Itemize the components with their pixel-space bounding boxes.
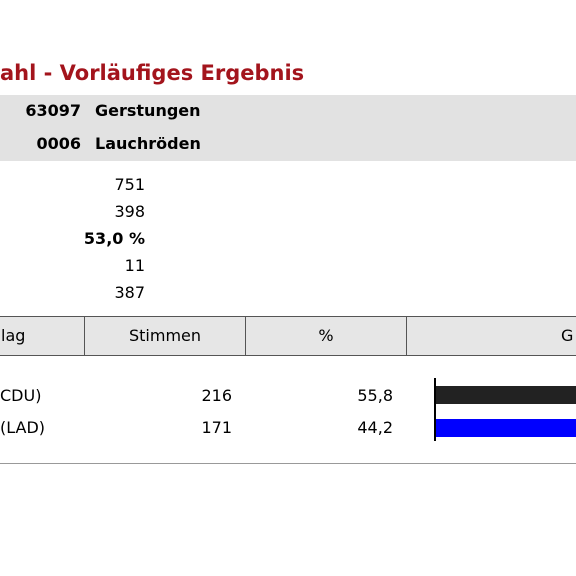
percent: 55,8 — [357, 386, 393, 405]
party-name: (LAD) — [0, 418, 46, 437]
stat: 53,0 % — [83, 229, 145, 248]
table-header: Stimmen — [84, 316, 246, 356]
vote-bar — [436, 386, 576, 404]
location-code: 63097 — [25, 101, 81, 120]
table-bottom-line — [0, 463, 576, 464]
location-code: 0006 — [36, 134, 81, 153]
votes: 216 — [201, 386, 232, 405]
bar-axis — [434, 378, 436, 441]
table-header: % — [245, 316, 407, 356]
votes: 171 — [201, 418, 232, 437]
stat: 387 — [114, 283, 145, 302]
table-header: G — [406, 316, 576, 356]
location-name: Lauchröden — [95, 134, 201, 153]
stat: 11 — [124, 256, 145, 275]
location-row — [0, 95, 576, 128]
location-name: Gerstungen — [95, 101, 201, 120]
stat: 398 — [114, 202, 145, 221]
page-title: ahl - Vorläufiges Ergebnis — [0, 61, 305, 85]
party-name: CDU) — [0, 386, 42, 405]
percent: 44,2 — [357, 418, 393, 437]
location-row — [0, 128, 576, 161]
stat: 751 — [114, 175, 145, 194]
table-header: lag — [0, 316, 85, 356]
vote-bar — [436, 419, 576, 437]
